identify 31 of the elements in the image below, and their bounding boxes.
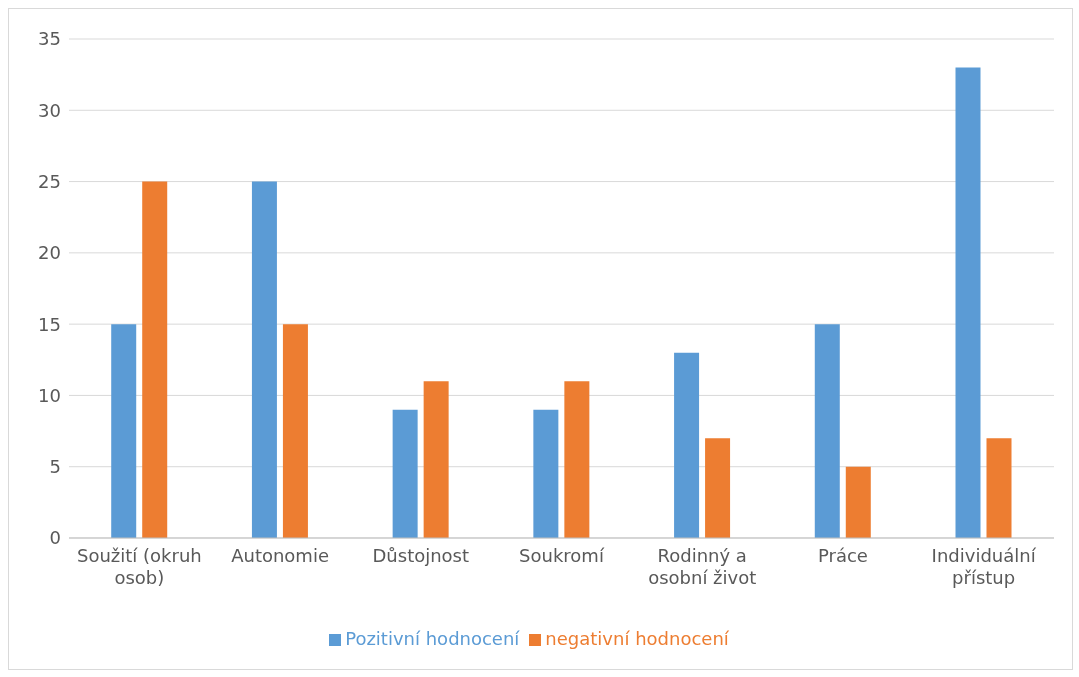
x-tick-label: Autonomie <box>231 545 329 566</box>
legend-label: Pozitivní hodnocení <box>345 628 520 649</box>
y-tick-label: 30 <box>38 99 61 121</box>
x-tick-label: Soukromí <box>519 545 605 566</box>
y-tick-label: 5 <box>49 456 61 478</box>
bar <box>251 181 277 538</box>
legend-label: negativní hodnocení <box>545 628 729 649</box>
bar <box>111 324 137 538</box>
x-tick-label: Soužití (okruh osob) <box>76 545 202 588</box>
x-tick-label: Práce <box>817 545 868 566</box>
bar <box>392 409 418 538</box>
x-tick-label: Individuální přístup <box>931 545 1037 588</box>
y-tick-label: 15 <box>38 313 61 335</box>
y-tick-label: 35 <box>38 28 61 50</box>
bar <box>814 324 840 538</box>
bar <box>533 409 559 538</box>
bar <box>564 381 590 538</box>
y-tick-label: 25 <box>38 170 61 192</box>
bar <box>845 466 871 538</box>
y-tick-label: 10 <box>38 384 61 406</box>
bar <box>423 381 449 538</box>
bar <box>282 324 308 538</box>
bar <box>955 67 981 538</box>
bar <box>142 181 168 538</box>
x-tick-label: Rodinný a osobní život <box>648 545 757 588</box>
bar <box>674 352 700 538</box>
x-tick-label: Důstojnost <box>372 545 470 566</box>
bar <box>705 438 731 538</box>
y-tick-label: 20 <box>38 242 61 264</box>
y-tick-label: 0 <box>49 527 61 549</box>
bar <box>986 438 1012 538</box>
